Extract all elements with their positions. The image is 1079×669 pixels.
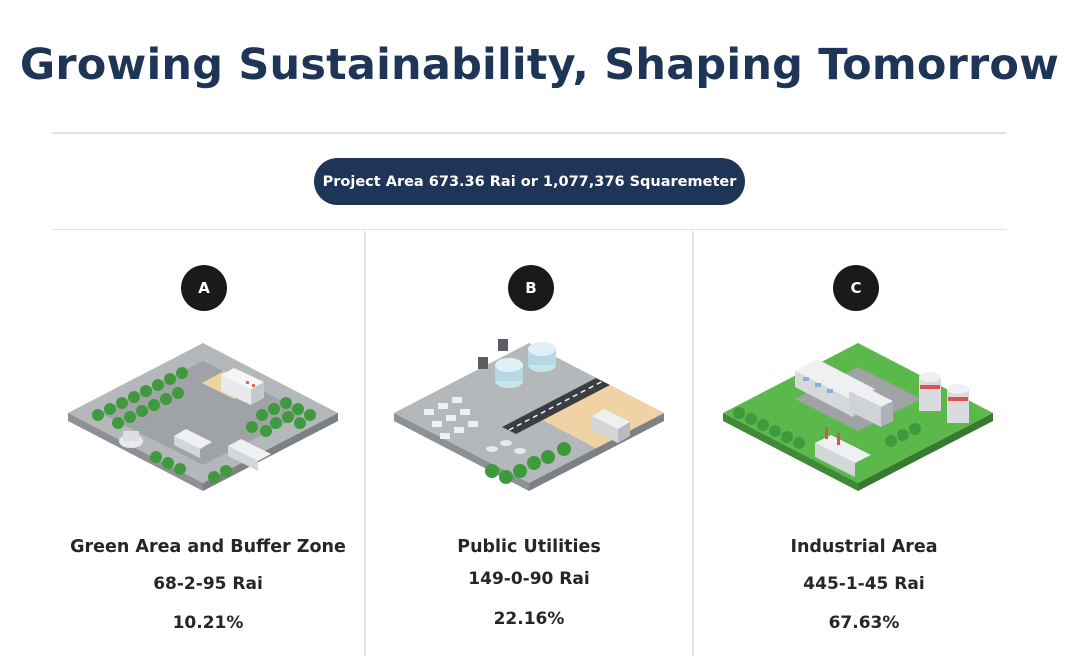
project-area-banner: Project Area 673.36 Rai or 1,077,376 Squ…: [314, 158, 745, 205]
column-divider: [692, 231, 694, 656]
section-divider: [52, 229, 1006, 230]
zone-name: Green Area and Buffer Zone: [70, 537, 346, 557]
page-title: Growing Sustainability, Shaping Tomorrow: [19, 40, 1060, 90]
zone-badge: A: [181, 265, 227, 311]
zone-area: 445-1-45 Rai: [803, 574, 925, 594]
public-utilities-illustration: [394, 339, 664, 491]
zone-percent: 22.16%: [493, 609, 565, 629]
zone-card-public-utilities: B Public Utilities 149-0-90 Rai 22.16%: [366, 231, 692, 669]
zone-area: 68-2-95 Rai: [153, 574, 263, 594]
industrial-area-illustration: [723, 343, 993, 491]
top-divider: [52, 132, 1006, 134]
zone-percent: 10.21%: [172, 613, 244, 633]
zone-card-green-area: A Green Area and Buffer Zone 68-2-95 Rai: [52, 231, 364, 669]
zone-card-industrial-area: C Industrial Area 445-1-45 Rai 67.63%: [694, 231, 1034, 669]
zone-area: 149-0-90 Rai: [468, 569, 590, 589]
column-divider: [364, 231, 366, 656]
zone-badge: C: [833, 265, 879, 311]
zone-badge: B: [508, 265, 554, 311]
zone-name: Industrial Area: [790, 537, 938, 557]
zone-name: Public Utilities: [457, 537, 601, 557]
zone-percent: 67.63%: [828, 613, 900, 633]
green-area-illustration: [68, 343, 338, 491]
